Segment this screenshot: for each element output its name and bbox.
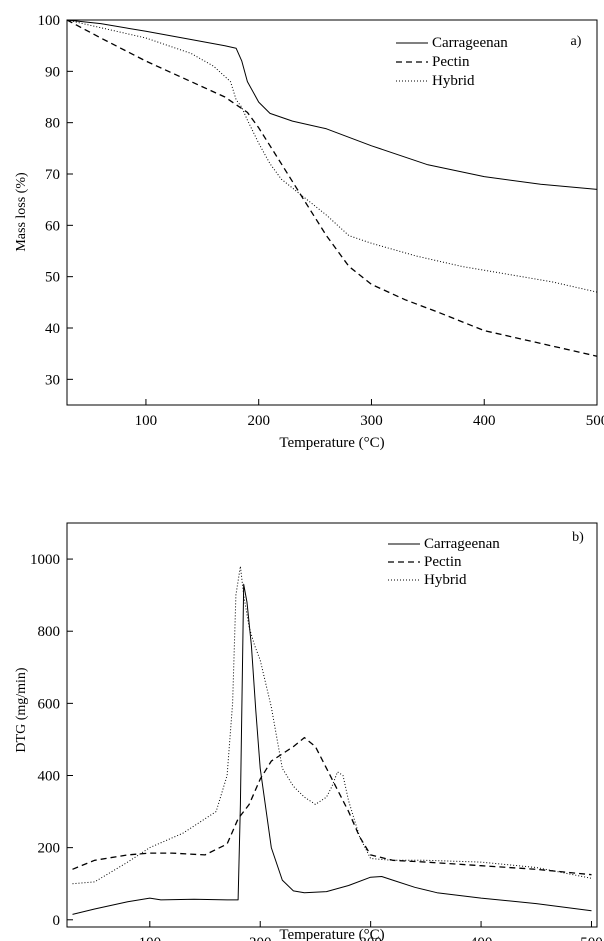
series-line-carrageenan bbox=[72, 583, 592, 915]
x-tick-label: 100 bbox=[139, 935, 162, 941]
x-tick-label: 400 bbox=[473, 413, 496, 429]
dtg-panel: 0 200 400 600 800 1000 100 200 300 400 500 b) Tem… bbox=[14, 522, 603, 941]
y-tick-label: 0 bbox=[53, 913, 61, 929]
x-axis-label-a: Temperature (°C) bbox=[279, 435, 384, 451]
x-axis-ticks-b: 100 200 300 400 500 bbox=[139, 921, 603, 941]
x-tick-label: 400 bbox=[470, 935, 493, 941]
legend-label-carrageenan: Carrageenan bbox=[424, 536, 500, 552]
x-tick-label: 500 bbox=[586, 413, 604, 429]
y-axis-label-b: DTG (mg/min) bbox=[14, 667, 29, 752]
mass-loss-panel: 30 40 50 60 70 80 90 100 100 200 300 400 500 a) Tem… bbox=[14, 13, 604, 451]
legend-label-carrageenan: Carrageenan bbox=[432, 35, 508, 51]
y-tick-label: 40 bbox=[45, 321, 60, 337]
y-axis-ticks-b: 0 200 400 600 800 1000 bbox=[30, 552, 73, 929]
x-tick-label: 500 bbox=[580, 935, 603, 941]
y-axis-label-a: Mass loss (%) bbox=[14, 172, 29, 252]
series-group-b bbox=[72, 565, 592, 915]
y-tick-label: 70 bbox=[45, 167, 60, 183]
y-tick-label: 600 bbox=[38, 696, 61, 712]
series-line-pectin bbox=[72, 736, 592, 876]
series-line-pectin bbox=[66, 19, 598, 357]
y-tick-label: 800 bbox=[38, 624, 61, 640]
x-tick-label: 300 bbox=[359, 935, 382, 941]
series-line-carrageenan bbox=[66, 19, 598, 190]
y-tick-label: 60 bbox=[45, 218, 60, 234]
y-tick-label: 1000 bbox=[30, 552, 60, 568]
plot-frame-a bbox=[66, 19, 598, 406]
legend-b: Carrageenan Pectin Hybrid bbox=[388, 536, 500, 588]
x-axis-label-b: Temperature (°C) bbox=[279, 927, 384, 941]
panel-label-a: a) bbox=[571, 34, 582, 49]
legend-label-pectin: Pectin bbox=[424, 554, 462, 570]
x-tick-label: 200 bbox=[247, 413, 270, 429]
legend-label-hybrid: Hybrid bbox=[432, 73, 475, 89]
series-line-hybrid bbox=[66, 19, 598, 293]
y-tick-label: 30 bbox=[45, 372, 60, 388]
panel-label-b: b) bbox=[572, 530, 584, 545]
y-tick-label: 200 bbox=[38, 841, 61, 857]
x-tick-label: 300 bbox=[360, 413, 383, 429]
x-axis-ticks-a: 100 200 300 400 500 bbox=[135, 399, 604, 429]
y-tick-label: 80 bbox=[45, 116, 60, 132]
legend-label-pectin: Pectin bbox=[432, 54, 470, 70]
x-tick-label: 100 bbox=[135, 413, 158, 429]
y-tick-label: 90 bbox=[45, 64, 60, 80]
plot-frame-b bbox=[66, 522, 598, 928]
y-tick-label: 50 bbox=[45, 270, 60, 286]
legend-label-hybrid: Hybrid bbox=[424, 572, 467, 588]
y-axis-ticks-a: 30 40 50 60 70 80 90 100 bbox=[38, 13, 73, 388]
legend-a: Carrageenan Pectin Hybrid bbox=[396, 35, 508, 89]
y-tick-label: 400 bbox=[38, 769, 61, 785]
series-line-hybrid bbox=[72, 565, 592, 885]
x-tick-label: 200 bbox=[249, 935, 272, 941]
y-tick-label: 100 bbox=[38, 13, 61, 29]
series-group-a bbox=[66, 19, 598, 357]
